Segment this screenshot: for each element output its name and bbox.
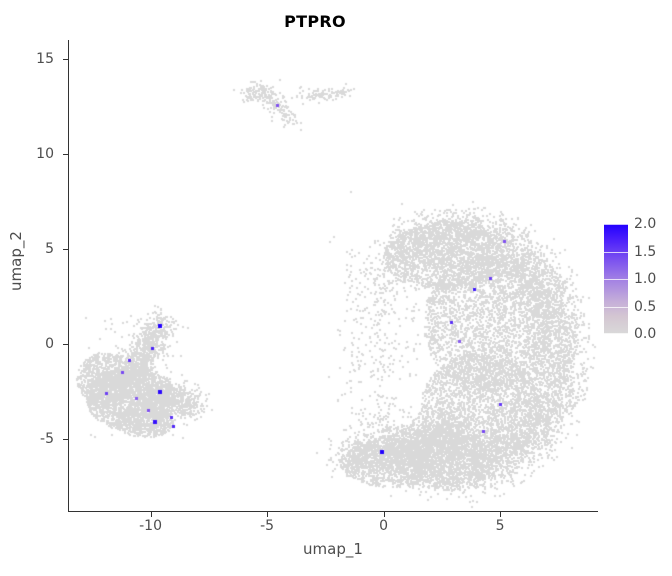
x-tick-mark [383, 512, 385, 517]
x-tick-label: 0 [379, 518, 389, 534]
legend-tick-label: 1.0 [634, 271, 657, 287]
legend-tick-label: 2.0 [634, 216, 657, 232]
legend-tick-label: 0.0 [634, 326, 657, 342]
x-tick-label: -5 [260, 518, 275, 534]
y-tick-label: 15 [36, 50, 54, 67]
x-tick-label: -10 [139, 518, 162, 534]
y-tick-mark [63, 153, 68, 155]
y-tick-mark [63, 343, 68, 345]
x-tick-label: 5 [495, 518, 505, 534]
y-axis-line [68, 40, 69, 512]
legend-tick-mark [604, 333, 628, 334]
y-tick-mark [63, 248, 68, 250]
x-tick-mark [267, 512, 269, 517]
scatter-plot-area [69, 40, 598, 511]
x-tick-mark [500, 512, 502, 517]
legend-tick-mark [604, 279, 628, 280]
y-tick-mark [63, 438, 68, 440]
legend-tick-label: 1.5 [634, 243, 657, 260]
x-axis-line [68, 511, 598, 512]
y-axis-label: umap_2 [7, 231, 25, 291]
y-tick-mark [63, 58, 68, 60]
y-tick-label: 10 [36, 145, 54, 162]
y-tick-label: 0 [45, 335, 54, 352]
color-legend: 2.0 1.5 1.0 0.5 0.0 [604, 217, 670, 342]
y-tick-label: 5 [45, 240, 54, 257]
legend-tick-mark [604, 224, 628, 225]
legend-tick-mark [604, 251, 628, 253]
legend-tick-label: 0.5 [634, 298, 657, 315]
x-axis-label: umap_1 [303, 540, 363, 558]
page-title: PTPRO [284, 12, 346, 31]
legend-tick-mark [604, 306, 628, 308]
y-tick-label: -5 [40, 430, 54, 447]
x-tick-mark [150, 512, 152, 517]
